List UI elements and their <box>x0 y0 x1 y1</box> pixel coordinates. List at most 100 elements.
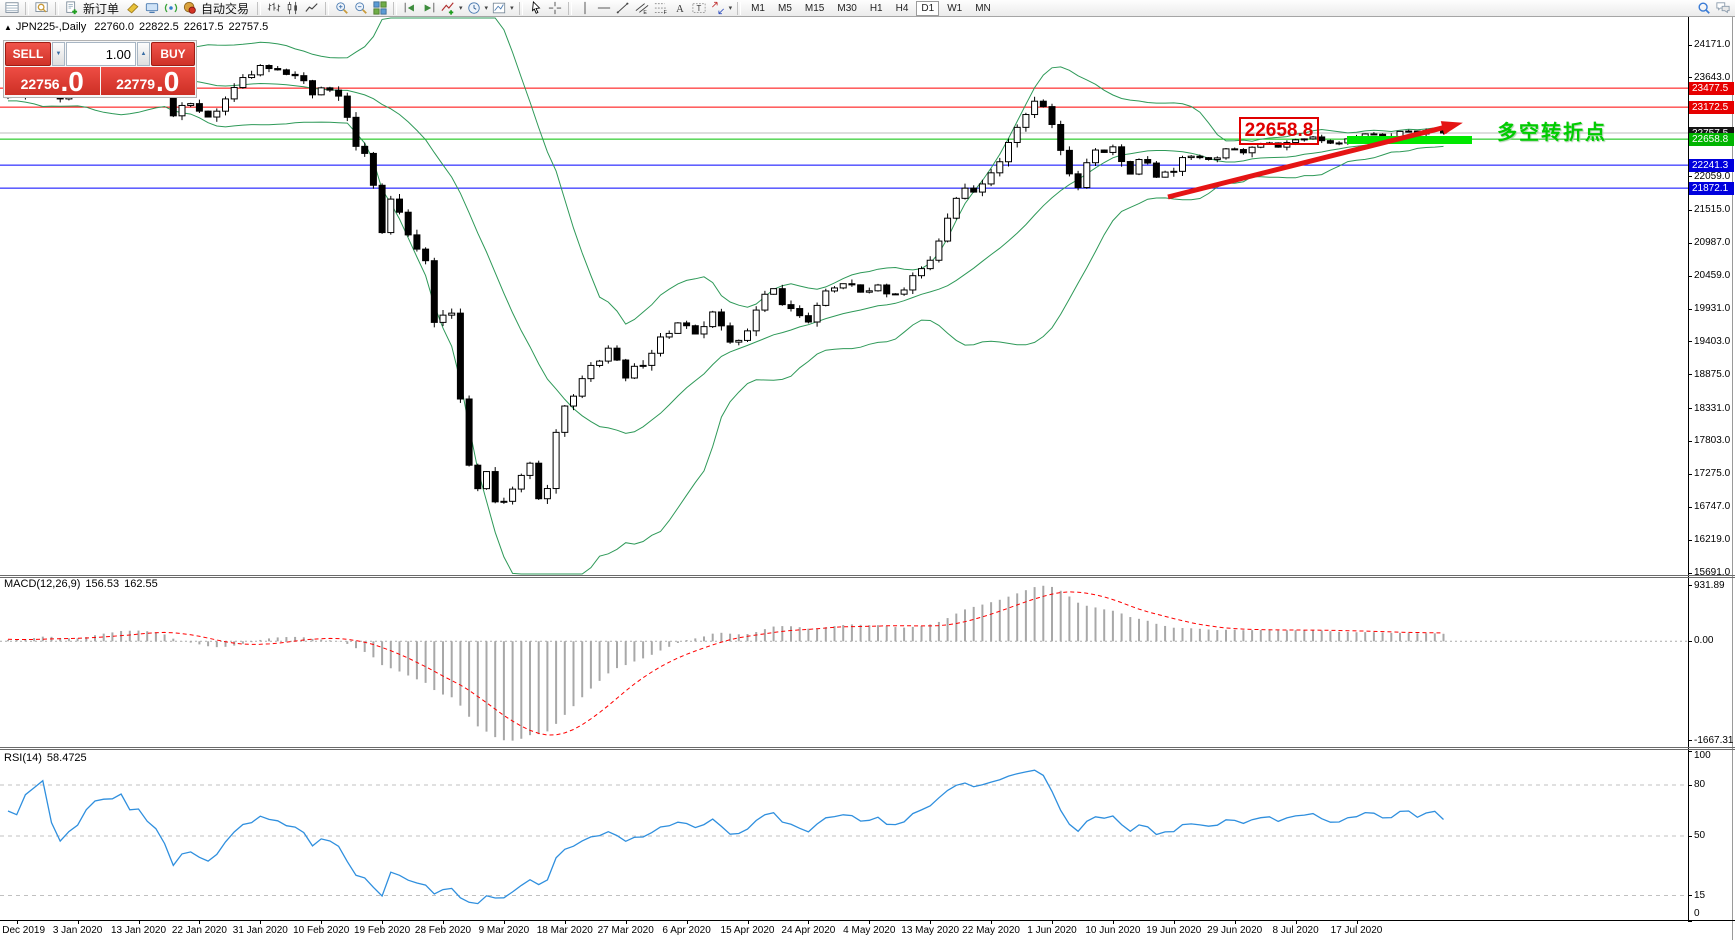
fibonacci-icon[interactable]: F <box>652 1 670 16</box>
zoom-in-icon[interactable] <box>333 1 351 16</box>
price-level-badge[interactable]: 23477.5 <box>1689 81 1734 95</box>
trend-arrow-line[interactable] <box>1167 123 1451 200</box>
toolbar-separator <box>25 1 29 15</box>
date-axis-tick-mark <box>16 920 18 924</box>
ohlc-high: 22822.5 <box>139 21 179 33</box>
text-icon[interactable]: A <box>671 1 689 16</box>
pane-divider[interactable] <box>0 749 1735 750</box>
toolbar-separator <box>257 1 262 15</box>
buy-price[interactable]: 22779 .0 <box>100 67 195 96</box>
timeframe-m30[interactable]: M30 <box>837 2 857 14</box>
line-chart-icon[interactable] <box>303 1 321 16</box>
toolbar-separator <box>737 1 742 15</box>
arrows-icon[interactable] <box>709 1 727 16</box>
dropdown-caret-icon[interactable]: ▾ <box>484 5 489 12</box>
timeframe-d1[interactable]: D1 <box>916 0 940 16</box>
sell-price[interactable]: 22756 .0 <box>5 66 100 97</box>
volume-input[interactable] <box>66 42 136 66</box>
data-window-icon[interactable] <box>33 1 51 16</box>
dropdown-caret-icon[interactable]: ▾ <box>510 5 514 12</box>
timeframe-w1[interactable]: W1 <box>947 2 963 14</box>
rsi-axis-label: 15 <box>1694 889 1706 901</box>
chat-icon[interactable] <box>1714 1 1732 16</box>
sell-price-fraction: .0 <box>60 66 84 97</box>
tile-windows-icon[interactable] <box>371 1 389 16</box>
crosshair-icon[interactable] <box>546 1 564 16</box>
period-clock-icon[interactable] <box>465 1 483 16</box>
drawn-annotations[interactable] <box>1167 121 1472 200</box>
new-order-icon[interactable] <box>63 1 81 16</box>
zoom-out-icon[interactable] <box>352 1 370 16</box>
rsi-axis-label: 80 <box>1694 779 1706 790</box>
sell-button[interactable]: SELL <box>5 42 51 66</box>
price-axis-label: 19403.0 <box>1694 335 1731 347</box>
price-level-badge[interactable]: 22241.3 <box>1689 158 1734 172</box>
rsi-value: 58.4725 <box>46 752 87 764</box>
trendline-icon[interactable] <box>614 1 632 16</box>
pane-divider[interactable] <box>0 575 1735 576</box>
date-axis-label: 6 Apr 2020 <box>662 925 711 936</box>
new-order-label[interactable]: 新订单 <box>83 1 120 16</box>
date-axis-label: 29 Jun 2020 <box>1207 925 1263 936</box>
dropdown-caret-icon[interactable]: ▾ <box>459 5 463 12</box>
date-axis-tick-mark <box>869 920 871 924</box>
indicators-add-icon[interactable] <box>439 1 457 16</box>
templates-icon[interactable] <box>490 1 508 16</box>
timeframe-m5[interactable]: M5 <box>778 2 792 14</box>
date-axis-label: 10 Jun 2020 <box>1085 925 1141 936</box>
cursor-icon[interactable] <box>527 1 545 16</box>
date-axis-tick-mark <box>382 920 384 924</box>
dropdown-caret-icon[interactable]: ▾ <box>728 5 733 12</box>
pane-divider[interactable] <box>0 747 1735 748</box>
macd-axis-tick-mark <box>1688 585 1692 587</box>
date-axis-tick-mark <box>321 920 323 924</box>
rsi-name: RSI(14) <box>4 752 42 764</box>
date-axis-tick-mark <box>1112 920 1114 924</box>
candles <box>4 53 1447 505</box>
channel-icon[interactable]: E <box>633 1 651 16</box>
timeframe-m1[interactable]: M1 <box>751 2 765 14</box>
rsi-indicator-label: RSI(14) 58.4725 <box>4 752 92 764</box>
chart-shift-icon[interactable] <box>420 1 438 16</box>
date-axis-label: 24 Apr 2020 <box>781 925 836 936</box>
horizontal-line-icon[interactable] <box>595 1 613 16</box>
volume-increase-button[interactable]: ▲ <box>137 42 150 66</box>
rsi-axis-tick-mark <box>1688 895 1692 896</box>
terminal-icon[interactable] <box>143 1 161 16</box>
text-label-icon[interactable]: T <box>690 1 708 16</box>
price-level-annotation[interactable]: 22658.8 <box>1239 117 1319 145</box>
autotrading-icon[interactable] <box>181 1 199 16</box>
styles-brush-icon[interactable] <box>124 1 142 16</box>
date-axis-tick-mark <box>930 920 932 924</box>
date-axis-tick-mark <box>260 920 262 924</box>
price-axis-label: 18331.0 <box>1694 402 1731 414</box>
timeframe-h4[interactable]: H4 <box>895 2 909 14</box>
price-level-badge[interactable]: 21872.1 <box>1689 181 1734 195</box>
price-axis-label: 16747.0 <box>1694 501 1731 513</box>
autotrading-label[interactable]: 自动交易 <box>201 1 250 16</box>
search-icon[interactable] <box>1695 1 1713 16</box>
date-axis-tick-mark <box>1234 920 1236 924</box>
vertical-line-icon[interactable] <box>576 1 594 16</box>
collapse-arrow-icon[interactable]: ▲ <box>4 23 12 32</box>
timeframe-mn[interactable]: MN <box>975 2 991 14</box>
auto-shift-icon[interactable] <box>401 1 419 16</box>
one-click-trading-panel: SELL ▼ ▲ BUY 22756 .0 22779 .0 <box>3 40 197 98</box>
volume-decrease-button[interactable]: ▼ <box>52 42 65 66</box>
timeframe-h1[interactable]: H1 <box>869 2 883 14</box>
rsi-axis-tick-mark <box>1688 784 1692 786</box>
turning-point-annotation[interactable]: 多空转折点 <box>1497 122 1607 144</box>
bar-chart-icon[interactable] <box>265 1 283 16</box>
timeframe-m15[interactable]: M15 <box>804 2 825 14</box>
date-axis-label: 27 Mar 2020 <box>597 925 654 936</box>
price-level-badge[interactable]: 23172.5 <box>1689 100 1734 114</box>
charts-grid-icon[interactable] <box>3 1 21 16</box>
pane-divider[interactable] <box>0 577 1735 578</box>
support-zone-bar[interactable] <box>1347 136 1472 144</box>
price-level-badge[interactable]: 22658.8 <box>1689 132 1734 146</box>
signal-icon[interactable] <box>162 1 180 16</box>
candle-chart-icon[interactable] <box>284 1 302 16</box>
buy-button[interactable]: BUY <box>151 42 195 66</box>
